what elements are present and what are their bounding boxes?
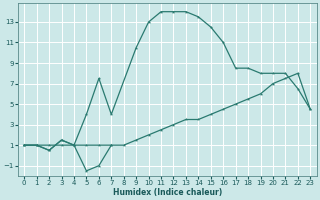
X-axis label: Humidex (Indice chaleur): Humidex (Indice chaleur) (113, 188, 222, 197)
